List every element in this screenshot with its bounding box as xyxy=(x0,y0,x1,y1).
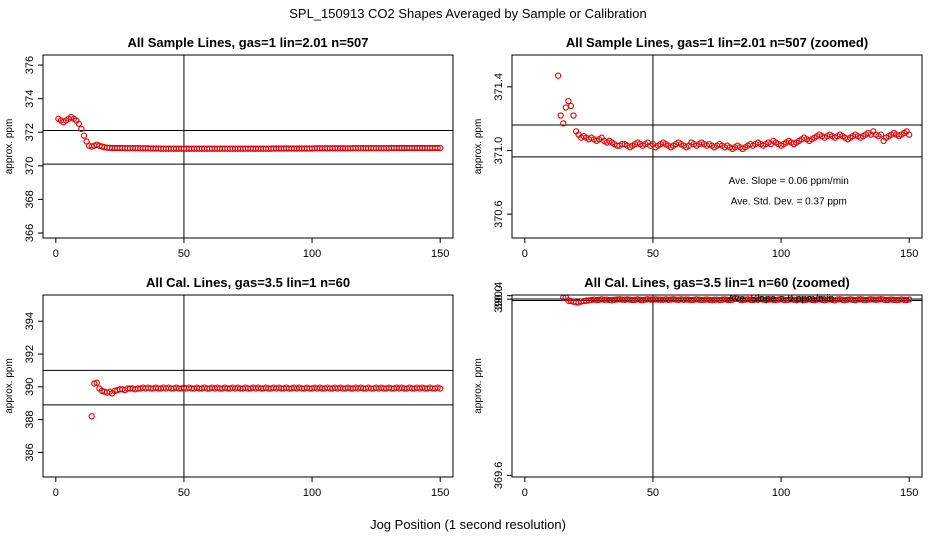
y-tick-label: 394 xyxy=(24,312,36,330)
data-point xyxy=(93,379,100,386)
x-tick-label: 50 xyxy=(647,487,659,499)
data-points xyxy=(560,295,913,306)
x-tick-label: 0 xyxy=(522,487,528,499)
y-tick-label: 370 xyxy=(24,157,36,175)
x-tick-label: 150 xyxy=(900,487,918,499)
data-point xyxy=(906,131,913,138)
data-points xyxy=(88,379,444,420)
x-tick-label: 0 xyxy=(53,248,59,260)
y-tick-label: 371.4 xyxy=(493,73,505,101)
y-tick-label: 368 xyxy=(24,190,36,208)
data-point xyxy=(434,144,441,152)
y-axis-label: approx. ppm xyxy=(473,358,484,414)
y-tick-label: 370.6 xyxy=(493,200,505,228)
y-tick-label: 371.0 xyxy=(493,137,505,165)
x-tick-label: 100 xyxy=(772,487,790,499)
panel-1: All Sample Lines, gas=1 lin=2.01 n=507 0 5… xyxy=(4,35,454,260)
annotation-text: Ave. Slope = 0 ppm/min xyxy=(728,293,834,304)
x-tick-label: 0 xyxy=(522,248,528,260)
y-axis-label: approx. ppm xyxy=(4,358,15,414)
data-points xyxy=(55,113,444,152)
data-point xyxy=(75,120,83,127)
plot-frame xyxy=(511,294,923,478)
data-points xyxy=(554,72,913,153)
y-tick-label: 390.0 xyxy=(493,285,505,313)
x-tick-label: 100 xyxy=(303,248,321,260)
y-tick-label: 386 xyxy=(24,443,36,461)
y-tick-label: 374 xyxy=(24,89,36,107)
x-tick-label: 150 xyxy=(900,248,918,260)
x-tick-label: 50 xyxy=(178,487,190,499)
x-tick-label: 50 xyxy=(178,248,190,260)
data-point xyxy=(567,102,575,110)
annotation-text: Ave. Std. Dev. = 0.37 ppm xyxy=(731,197,847,208)
x-tick-label: 0 xyxy=(53,487,59,499)
y-axis-label: approx. ppm xyxy=(473,119,484,175)
panel-title: All Sample Lines, gas=1 lin=2.01 n=507 (… xyxy=(566,35,868,50)
panel-2: All Sample Lines, gas=1 lin=2.01 n=507 (… xyxy=(473,35,923,260)
panel-title: All Cal. Lines, gas=3.5 lin=1 n=60 xyxy=(146,275,350,290)
figure-x-axis-label: Jog Position (1 second resolution) xyxy=(370,517,566,532)
data-point xyxy=(437,144,444,152)
data-point xyxy=(565,97,572,105)
data-point xyxy=(906,296,913,303)
y-tick-label: 369.6 xyxy=(493,462,505,490)
data-point xyxy=(560,120,567,127)
data-point xyxy=(903,296,910,304)
plot-frame xyxy=(42,294,454,478)
y-tick-label: 376 xyxy=(24,56,36,74)
x-tick-label: 150 xyxy=(431,248,449,260)
x-tick-label: 100 xyxy=(303,487,321,499)
panel-title: All Cal. Lines, gas=3.5 lin=1 n=60 (zoom… xyxy=(584,275,850,290)
data-point xyxy=(562,104,569,111)
y-tick-label: 390 xyxy=(24,378,36,396)
panels-group: All Sample Lines, gas=1 lin=2.01 n=507 0 5… xyxy=(4,35,923,499)
figure-title: SPL_150913 CO2 Shapes Averaged by Sample… xyxy=(289,6,647,21)
y-tick-label: 372 xyxy=(24,123,36,141)
plot-frame xyxy=(42,54,454,239)
data-point xyxy=(78,125,85,133)
panel-4: All Cal. Lines, gas=3.5 lin=1 n=60 (zoom… xyxy=(473,275,923,499)
data-point xyxy=(570,112,577,119)
data-point xyxy=(88,413,95,420)
y-axis-label: approx. ppm xyxy=(4,119,15,175)
annotation-text: Ave. Slope = 0.06 ppm/min xyxy=(729,176,849,187)
y-tick-label: 390.4 xyxy=(493,282,505,310)
x-tick-label: 50 xyxy=(647,248,659,260)
panel-title: All Sample Lines, gas=1 lin=2.01 n=507 xyxy=(128,35,369,50)
data-point xyxy=(437,385,444,392)
data-point xyxy=(557,112,564,119)
x-tick-label: 150 xyxy=(431,487,449,499)
data-point xyxy=(877,131,885,138)
y-tick-label: 366 xyxy=(24,224,36,242)
data-point xyxy=(554,72,562,79)
x-tick-label: 100 xyxy=(772,248,790,260)
data-point xyxy=(80,132,88,139)
panel-3: All Cal. Lines, gas=3.5 lin=1 n=60 0 50 100… xyxy=(4,275,454,499)
plot-frame xyxy=(511,54,923,239)
y-tick-label: 388 xyxy=(24,410,36,428)
y-tick-label: 392 xyxy=(24,345,36,363)
